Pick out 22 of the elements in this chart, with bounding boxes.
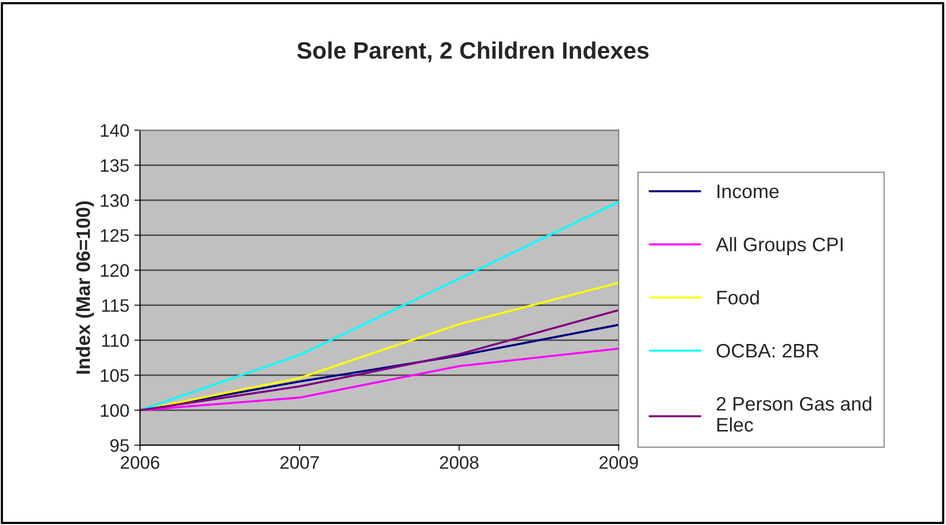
y-tick-label: 100 (100, 404, 129, 417)
chart-title: Sole Parent, 2 Children Indexes (297, 41, 649, 62)
y-tick-label: 110 (102, 334, 129, 347)
y-tick-label: 125 (100, 229, 129, 242)
legend-label: OCBA: 2BR (716, 344, 819, 358)
y-axis-title: Index (Mar 06=100) (76, 201, 94, 374)
y-tick-label: 130 (100, 194, 129, 207)
y-tick-label: 135 (100, 159, 129, 172)
legend-label: All Groups CPI (716, 237, 843, 256)
line-series (140, 200, 619, 412)
x-tick-label: 2008 (440, 456, 478, 469)
x-tick-label: 2007 (280, 456, 319, 469)
legend-label: Food (717, 290, 759, 304)
x-tick-label: 2009 (600, 456, 638, 469)
legend-label: Income (718, 184, 779, 198)
y-tick-label: 140 (100, 124, 129, 137)
x-tick-label: 2006 (120, 456, 160, 469)
legend-label: 2 Person Gas and Elec (716, 396, 872, 432)
y-tick-label: 115 (102, 299, 129, 312)
y-tick-label: 95 (110, 439, 129, 452)
y-tick-label: 105 (100, 369, 129, 382)
y-tick-label: 120 (100, 264, 129, 277)
